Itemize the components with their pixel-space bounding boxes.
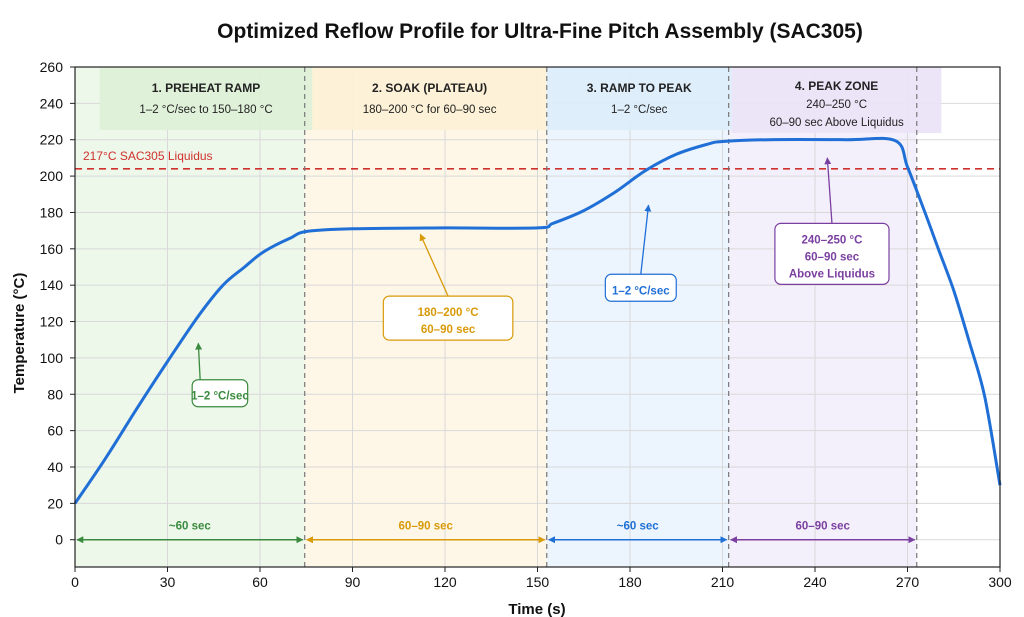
duration-label-1: ~60 sec	[169, 521, 211, 533]
zone-headers: 1. PREHEAT RAMP 1–2 °C/sec to 150–180 °C 2…	[99, 67, 942, 133]
y-tick-label: 120	[40, 314, 64, 330]
callout-text-4: 240–250 °C	[802, 234, 863, 246]
zone-header-subtitle-2: 180–200 °C for 60–90 sec	[363, 104, 497, 116]
zone-header-title-1: 1. PREHEAT RAMP	[152, 81, 260, 95]
callout-arrow-1	[195, 342, 203, 380]
callout-arrow-4	[824, 157, 833, 224]
y-tick-label: 140	[40, 277, 64, 293]
y-tick-label: 220	[40, 132, 64, 148]
x-tick-label: 210	[711, 574, 735, 590]
liquidus-layer: 217°C SAC305 Liquidus	[75, 149, 1000, 170]
callout-box-4	[774, 222, 890, 285]
duration-arrow-4: 60–90 sec	[729, 521, 916, 544]
callout-3: 1–2 °C/sec	[604, 204, 677, 302]
callout-text-4: Above Liquidus	[789, 268, 875, 280]
callout-box-3	[604, 273, 677, 302]
x-tick-label: 30	[160, 574, 176, 590]
zone-header-box-2	[312, 67, 547, 130]
duration-label-4: 60–90 sec	[796, 521, 851, 533]
duration-arrow-1: ~60 sec	[76, 521, 304, 544]
callout-box-1	[191, 379, 249, 408]
x-tick-label: 90	[345, 574, 361, 590]
axes-layer: 0 30 60 90 120 150 180 210 240 270 300 0 20 40 60 80 100…	[40, 59, 1012, 590]
temperature-profile-line	[73, 136, 1002, 505]
zone-header-subtitle-3: 1–2 °C/sec	[611, 104, 668, 116]
callout-text-2: 180–200 °C	[418, 307, 479, 319]
callout-text-3: 1–2 °C/sec	[612, 285, 670, 297]
x-axis-title: Time (s)	[508, 601, 565, 617]
y-axis-title: Temperature (°C)	[11, 273, 28, 394]
y-tick-label: 0	[55, 532, 63, 548]
x-tick-label: 240	[803, 574, 827, 590]
callout-4: 240–250 °C 60–90 sec Above Liquidus	[774, 157, 890, 285]
x-tick-label: 0	[71, 574, 79, 590]
zone-header-title-4: 4. PEAK ZONE	[795, 79, 878, 93]
zone-header-subtitle-1: 1–2 °C/sec to 150–180 °C	[139, 104, 272, 116]
x-tick-label: 120	[433, 574, 457, 590]
duration-arrow-2: 60–90 sec	[306, 521, 546, 544]
y-tick-label: 40	[47, 459, 63, 475]
zone-background-4	[728, 67, 917, 567]
callout-arrow-3	[640, 204, 652, 275]
zone-header-title-2: 2. SOAK (PLATEAU)	[372, 81, 487, 95]
duration-arrows: ~60 sec 60–90 sec ~60 sec 60–90 sec	[76, 521, 916, 544]
zone-header-subtitle-4: 60–90 sec Above Liquidus	[769, 117, 904, 129]
series-layer	[73, 136, 1002, 505]
callout-text-1: 1–2 °C/sec	[191, 391, 249, 403]
liquidus-label: 217°C SAC305 Liquidus	[83, 149, 213, 163]
zone-header-subtitle-4: 240–250 °C	[806, 99, 867, 111]
y-tick-label: 200	[40, 168, 64, 184]
callouts: 1–2 °C/sec 180–200 °C 60–90 sec 1–2 °C/sec 2…	[191, 157, 890, 408]
chart-title: Optimized Reflow Profile for Ultra-Fine …	[217, 20, 863, 43]
y-tick-label: 160	[40, 241, 64, 257]
callout-box-2	[382, 295, 514, 341]
zone-boundaries	[304, 67, 918, 567]
zone-header-box-4	[731, 67, 942, 133]
y-tick-label: 20	[47, 495, 63, 511]
y-tick-label: 80	[47, 386, 63, 402]
x-tick-label: 180	[618, 574, 642, 590]
callout-arrow-2	[419, 233, 449, 297]
y-tick-label: 100	[40, 350, 64, 366]
x-tick-label: 270	[896, 574, 920, 590]
y-tick-label: 60	[47, 423, 63, 439]
callout-text-2: 60–90 sec	[421, 324, 476, 336]
callout-2: 180–200 °C 60–90 sec	[382, 233, 514, 341]
duration-label-3: ~60 sec	[617, 521, 659, 533]
x-tick-label: 150	[526, 574, 550, 590]
zone-header-box-3	[546, 67, 732, 130]
x-tick-label: 300	[988, 574, 1012, 590]
y-tick-label: 180	[40, 204, 64, 220]
y-tick-label: 240	[40, 95, 64, 111]
zone-header-box-1	[99, 67, 313, 130]
duration-arrow-3: ~60 sec	[548, 521, 728, 544]
zone-background-1	[75, 67, 305, 567]
zone-header-title-3: 3. RAMP TO PEAK	[587, 81, 692, 95]
zone-background-3	[546, 67, 729, 567]
duration-label-2: 60–90 sec	[399, 521, 454, 533]
callout-1: 1–2 °C/sec	[191, 342, 249, 408]
callout-text-4: 60–90 sec	[805, 251, 860, 263]
x-tick-label: 60	[252, 574, 268, 590]
y-tick-label: 260	[40, 59, 64, 75]
